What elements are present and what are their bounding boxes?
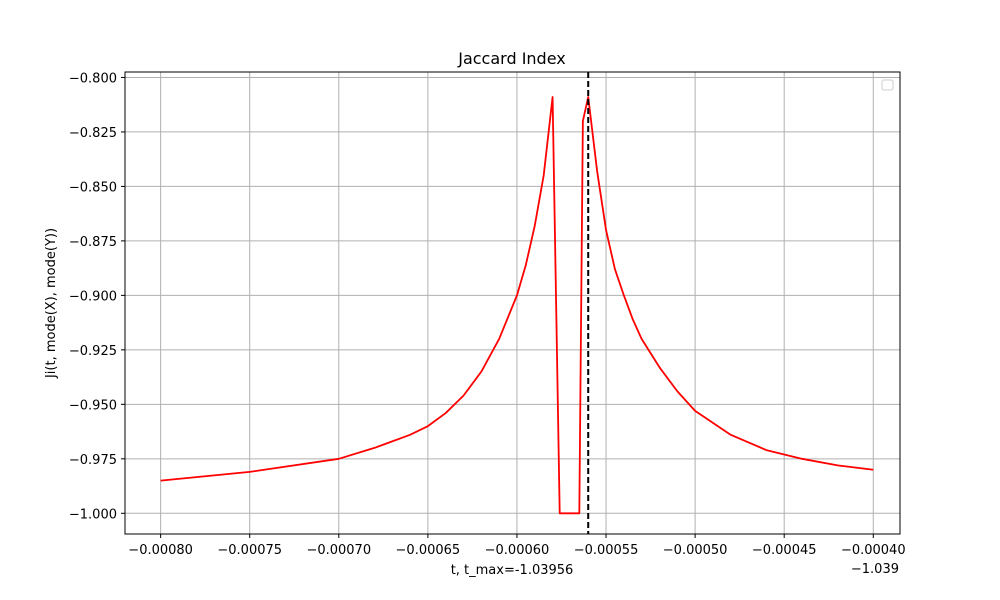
y-tick-label: −0.900: [69, 289, 117, 304]
y-grid: [125, 76, 900, 514]
series-layer: [160, 96, 874, 515]
x-tick-label: −0.00040: [841, 543, 906, 558]
x-grid: [160, 72, 874, 534]
y-tick-label: −0.875: [69, 235, 117, 250]
y-tick-label: −0.975: [69, 453, 117, 468]
y-tick-label: −1.000: [69, 507, 117, 522]
y-tick-label: −0.925: [69, 344, 117, 359]
chart-title: Jaccard Index: [457, 49, 566, 68]
x-tick-label: −0.00055: [574, 543, 639, 558]
x-tick-label: −0.00070: [306, 543, 371, 558]
plot-frame: [124, 71, 901, 535]
y-tick-label: −0.850: [69, 180, 117, 195]
x-axis-label: t, t_max=-1.03956: [451, 563, 574, 578]
x-tick-label: −0.00065: [396, 543, 461, 558]
x-tick-label: −0.00045: [752, 543, 817, 558]
x-tick-label: −0.00080: [128, 543, 193, 558]
plot-area: [125, 72, 900, 534]
y-tick-label: −0.950: [69, 398, 117, 413]
x-axis-ticks: −0.00080 −0.00075 −0.00070 −0.00065 −0.00060…: [128, 534, 906, 558]
legend-box[interactable]: [881, 79, 894, 91]
y-axis-ticks: −0.800 −0.825 −0.850 −0.875 −0.900 −0.925 −0.9…: [69, 71, 125, 522]
series-line: [160, 96, 874, 515]
x-tick-label: −0.00060: [485, 543, 550, 558]
y-tick-label: −0.800: [69, 71, 117, 86]
y-axis-label: Ji(t, mode(X), mode(Y)): [44, 228, 59, 379]
y-tick-label: −0.825: [69, 126, 117, 141]
x-tick-label: −0.00075: [217, 543, 282, 558]
x-tick-label: −0.00050: [663, 543, 728, 558]
x-axis-offset-label: −1.039: [851, 562, 899, 577]
